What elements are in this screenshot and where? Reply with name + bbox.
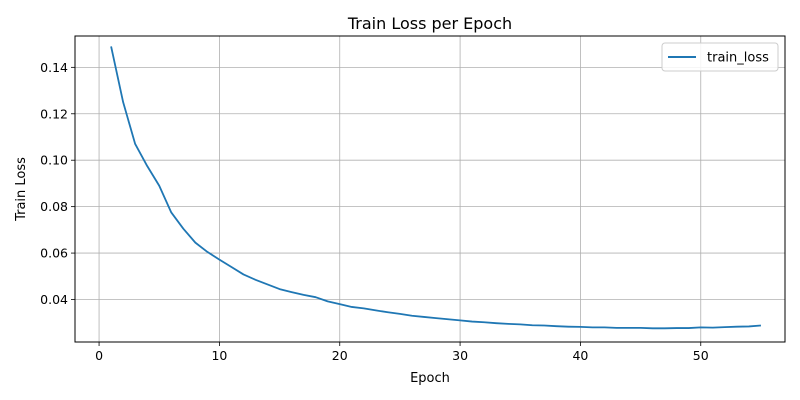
- y-tick-label: 0.06: [40, 246, 68, 261]
- series-line-train-loss: [110, 46, 761, 330]
- x-axis-label: Epoch: [410, 371, 450, 386]
- y-axis-label: Train Loss: [14, 157, 29, 222]
- chart-title: Train Loss per Epoch: [347, 14, 512, 33]
- y-tick-label: 0.08: [40, 199, 68, 214]
- legend: train_loss: [661, 42, 779, 72]
- x-tick-label: 30: [452, 348, 468, 363]
- y-axis-ticks: 0.04 0.06 0.08 0.10 0.12 0.14: [40, 60, 75, 307]
- x-gridlines: [98, 36, 702, 342]
- y-tick-label: 0.10: [40, 153, 68, 168]
- x-axis-ticks: 0 10 20 30 40 50: [95, 342, 709, 363]
- x-tick-label: 50: [693, 348, 709, 363]
- x-tick-label: 10: [211, 348, 227, 363]
- legend-label-train-loss: train_loss: [707, 51, 769, 66]
- x-tick-label: 0: [95, 348, 103, 363]
- y-tick-label: 0.04: [40, 292, 68, 307]
- series-layer: [110, 46, 761, 330]
- legend-box: [661, 42, 779, 72]
- plot-frame: [74, 35, 786, 343]
- x-tick-label: 20: [332, 348, 348, 363]
- x-tick-label: 40: [572, 348, 588, 363]
- y-tick-label: 0.14: [40, 60, 68, 75]
- y-tick-label: 0.12: [40, 106, 68, 121]
